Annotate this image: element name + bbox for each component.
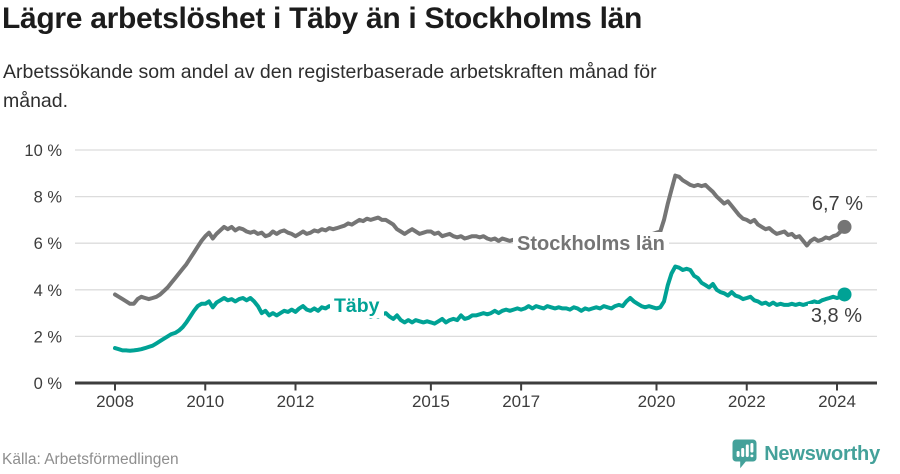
y-axis-tick-label: 8 % (34, 189, 63, 207)
y-axis-tick-label: 4 % (34, 282, 63, 300)
end-dot-t-by (837, 287, 852, 302)
end-dot-stockholms-l-n (837, 219, 852, 234)
end-value-taby: 3,8 % (807, 304, 865, 329)
x-axis-tick-label: 2024 (818, 392, 856, 411)
y-axis-tick-label: 6 % (34, 235, 63, 253)
series-label-stockholms-lan: Stockholms län (513, 232, 669, 256)
newsworthy-chart-bubble-icon (732, 439, 757, 469)
line-series-t-by (113, 264, 847, 353)
end-value-stockholms-lan: 6,7 % (808, 192, 866, 217)
x-axis-tick-label: 2020 (638, 392, 676, 411)
x-axis-tick-label: 2022 (728, 392, 766, 411)
x-axis-tick-label: 2010 (186, 392, 224, 411)
x-axis-tick-label: 2012 (277, 392, 315, 411)
x-axis-tick-label: 2008 (96, 392, 134, 411)
x-axis-tick-label: 2017 (502, 392, 540, 411)
newsworthy-wordmark: Newsworthy (764, 442, 880, 465)
source-note: Källa: Arbetsförmedlingen (2, 451, 179, 468)
y-axis-tick-label: 10 % (24, 142, 62, 160)
series-label-taby: Täby (330, 294, 384, 318)
line-series-stockholms-l-n (113, 173, 847, 306)
chart-subtitle: Arbetssökande som andel av den registerb… (3, 61, 657, 112)
y-axis-tick-label: 2 % (34, 328, 63, 346)
chart-title: Lägre arbetslöshet i Täby än i Stockholm… (2, 2, 643, 35)
newsworthy-logo: Newsworthy (732, 439, 880, 469)
x-axis-tick-label: 2015 (412, 392, 450, 411)
y-axis-tick-label: 0 % (34, 375, 63, 393)
